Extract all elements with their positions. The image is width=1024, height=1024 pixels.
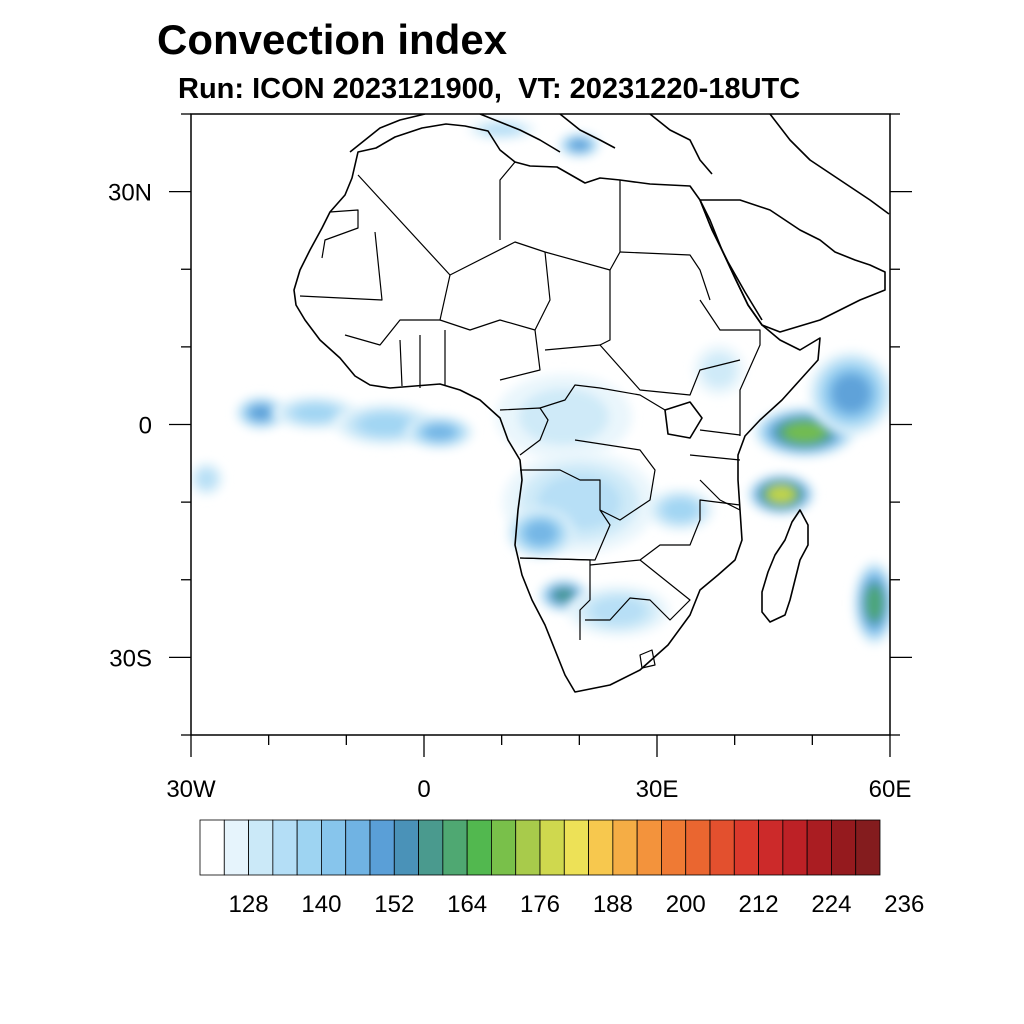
lake-victoria — [664, 401, 703, 439]
x-tick-label: 30W — [166, 776, 216, 803]
convection-field-layer — [191, 119, 890, 646]
africa-coastline — [293, 123, 821, 693]
axis-tick-labels: 30W 0 30E 60E 30N 0 30S — [108, 180, 911, 803]
convection-blob — [495, 374, 633, 460]
convection-blob — [235, 395, 287, 430]
convection-blob — [646, 488, 715, 532]
convection-blob — [808, 350, 890, 437]
red-sea-coast — [699, 199, 763, 321]
map-subtitle: Run: ICON 2023121900, VT: 20231220-18UTC — [178, 73, 801, 105]
convection-blob — [693, 344, 745, 396]
y-tick-label: 0 — [139, 413, 152, 440]
convection-blob — [405, 415, 474, 450]
convection-blob — [191, 461, 224, 496]
convection-blob — [467, 119, 536, 140]
convection-blob — [506, 507, 575, 559]
x-tick-label: 0 — [417, 776, 430, 803]
coastline-layer — [293, 114, 890, 693]
map-title: Convection index — [157, 16, 508, 63]
convection-blob — [557, 132, 601, 158]
arabia-coastline — [699, 199, 886, 333]
y-tick-label: 30S — [109, 645, 152, 672]
y-tick-label: 30N — [108, 180, 152, 207]
madagascar-coastline — [761, 509, 809, 623]
x-tick-label: 30E — [636, 776, 679, 803]
country-borders — [299, 161, 761, 669]
convection-blob — [747, 473, 816, 516]
axis-ticks — [169, 113, 912, 757]
europe-coastline — [349, 114, 890, 215]
x-tick-label: 60E — [869, 776, 912, 803]
convection-blob — [853, 560, 890, 646]
